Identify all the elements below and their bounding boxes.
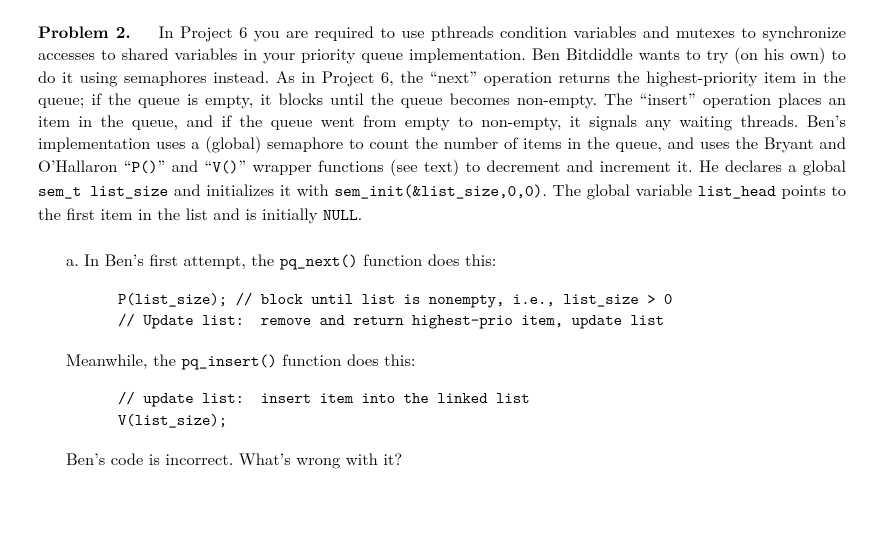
- code-block-pqinsert: // update list: insert item into the lin…: [118, 388, 846, 431]
- code-block-pqnext: P(list_size); // block until list is non…: [118, 289, 846, 332]
- problem-intro-paragraph: Problem 2. In Project 6 you are required…: [38, 20, 846, 226]
- problem-page: Problem 2. In Project 6 you are required…: [0, 0, 884, 506]
- part-a-block: a.In Ben’s first attempt, the pq_next() …: [66, 248, 846, 469]
- part-a-label: a.: [66, 248, 84, 270]
- part-a-intro: a.In Ben’s first attempt, the pq_next() …: [66, 248, 846, 272]
- problem-heading: Problem 2.: [38, 19, 131, 43]
- part-a-mid-text: Meanwhile, the pq_insert() function does…: [66, 348, 846, 372]
- part-a-intro-text: In Ben’s first attempt, the pq_next() fu…: [84, 247, 496, 271]
- problem-intro-text: In Project 6 you are required to use pth…: [38, 19, 846, 225]
- part-a-closing: Ben’s code is incorrect. What’s wrong wi…: [66, 447, 846, 469]
